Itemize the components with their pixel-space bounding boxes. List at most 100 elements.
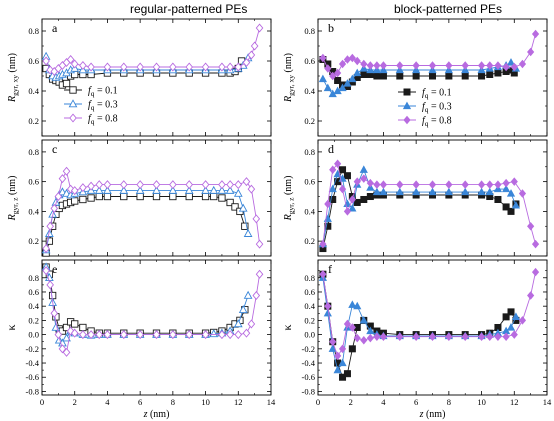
data-point <box>87 194 95 202</box>
series-line <box>45 169 261 249</box>
panel-e: -0.8 -0.6 -0.4 -0.2 0.0 0.2 0.4 0.6 0.8 0 2 4 6 8 10 12… <box>4 259 276 420</box>
data-point <box>373 180 381 189</box>
data-point <box>319 239 327 249</box>
data-point <box>339 373 347 381</box>
data-point <box>366 178 374 188</box>
data-point <box>119 185 129 194</box>
x-tick-label: 2 <box>73 397 77 407</box>
data-point <box>169 330 177 340</box>
data-point <box>379 187 388 196</box>
data-point <box>234 330 243 340</box>
data-point <box>234 180 243 190</box>
data-point <box>428 72 436 80</box>
series-3 <box>42 23 264 76</box>
legend: fq = 0.1fq = 0.3fq = 0.8 <box>398 88 452 128</box>
data-point <box>103 62 112 72</box>
legend-label: fq = 0.8 <box>88 114 118 127</box>
data-point <box>169 180 177 190</box>
data-point <box>353 177 361 186</box>
legend-label: fq = 0.1 <box>88 86 118 99</box>
x-tick-label: 12 <box>234 397 243 407</box>
data-point <box>152 185 161 194</box>
series-line <box>45 27 261 73</box>
x-axis-label: z (nm) <box>419 409 446 420</box>
x-tick-label: 6 <box>414 397 418 407</box>
y-tick-label: 0.6 <box>28 287 39 297</box>
legend-marker <box>403 115 411 125</box>
x-tick-label: 14 <box>543 397 552 407</box>
data-point <box>510 62 518 72</box>
data-point <box>353 56 361 66</box>
data-point <box>396 61 404 70</box>
data-point <box>169 62 177 72</box>
data-point <box>360 174 368 183</box>
data-point <box>255 239 264 249</box>
data-point <box>233 188 243 197</box>
y-tick-label: 0.2 <box>28 116 39 126</box>
y-tick-label: 0.8 <box>28 26 39 36</box>
data-point <box>477 180 486 189</box>
data-point <box>372 187 381 196</box>
data-point <box>185 180 194 190</box>
data-point <box>152 180 161 190</box>
data-point <box>343 172 351 180</box>
data-point <box>201 180 210 190</box>
y-tick-label: 0.2 <box>28 315 39 325</box>
panel-letter: d <box>328 142 334 156</box>
y-axis-label: Rgyr, z (nm) <box>7 176 20 222</box>
y-tick-label: -0.8 <box>26 386 39 396</box>
data-point <box>348 53 356 63</box>
data-point <box>48 291 57 300</box>
data-point <box>185 330 194 340</box>
y-tick-label: 0.2 <box>304 116 315 126</box>
data-point <box>360 71 368 79</box>
data-point <box>343 319 352 329</box>
data-point <box>502 184 511 193</box>
series-3 <box>319 29 540 81</box>
panel-letter: f <box>328 262 332 276</box>
y-tick-label: 0.8 <box>304 273 315 283</box>
data-point <box>62 323 71 332</box>
data-point <box>87 62 95 72</box>
series-line <box>45 196 246 254</box>
data-point <box>46 65 54 75</box>
data-point <box>242 58 251 67</box>
data-point <box>50 308 59 318</box>
data-point <box>348 300 357 308</box>
data-point <box>136 62 144 72</box>
column-title-block: block-patterned PEs <box>394 2 503 16</box>
data-point <box>477 61 486 70</box>
panel-letter: a <box>52 21 58 35</box>
data-point <box>412 332 420 342</box>
data-point <box>359 315 368 324</box>
data-point <box>412 180 420 189</box>
series-line <box>45 270 261 354</box>
y-tick-label: 0.6 <box>28 177 39 187</box>
x-tick-label: 12 <box>510 397 519 407</box>
data-point <box>444 187 453 196</box>
data-point <box>120 192 128 201</box>
data-point <box>54 192 63 202</box>
legend-marker <box>68 99 78 108</box>
data-point <box>373 332 381 342</box>
y-tick-label: 0.4 <box>304 206 315 216</box>
data-point <box>70 328 79 338</box>
y-tick-label: -0.6 <box>302 372 315 382</box>
data-point <box>71 197 79 205</box>
data-point <box>396 72 404 80</box>
x-tick-label: 4 <box>105 397 110 407</box>
data-point <box>338 59 347 69</box>
series-1 <box>42 263 249 337</box>
data-point <box>502 313 510 321</box>
data-point <box>152 330 161 340</box>
data-point <box>329 165 337 175</box>
y-tick-label: 0.6 <box>28 56 39 66</box>
panel-c: 0.2 0.4 0.6 0.8 c Rgyr, z (nm) <box>7 139 272 257</box>
data-point <box>136 192 144 201</box>
data-point <box>62 79 71 88</box>
y-tick-label: 0.0 <box>304 330 315 340</box>
data-point <box>353 301 362 310</box>
y-tick-label: 0.4 <box>304 86 315 96</box>
